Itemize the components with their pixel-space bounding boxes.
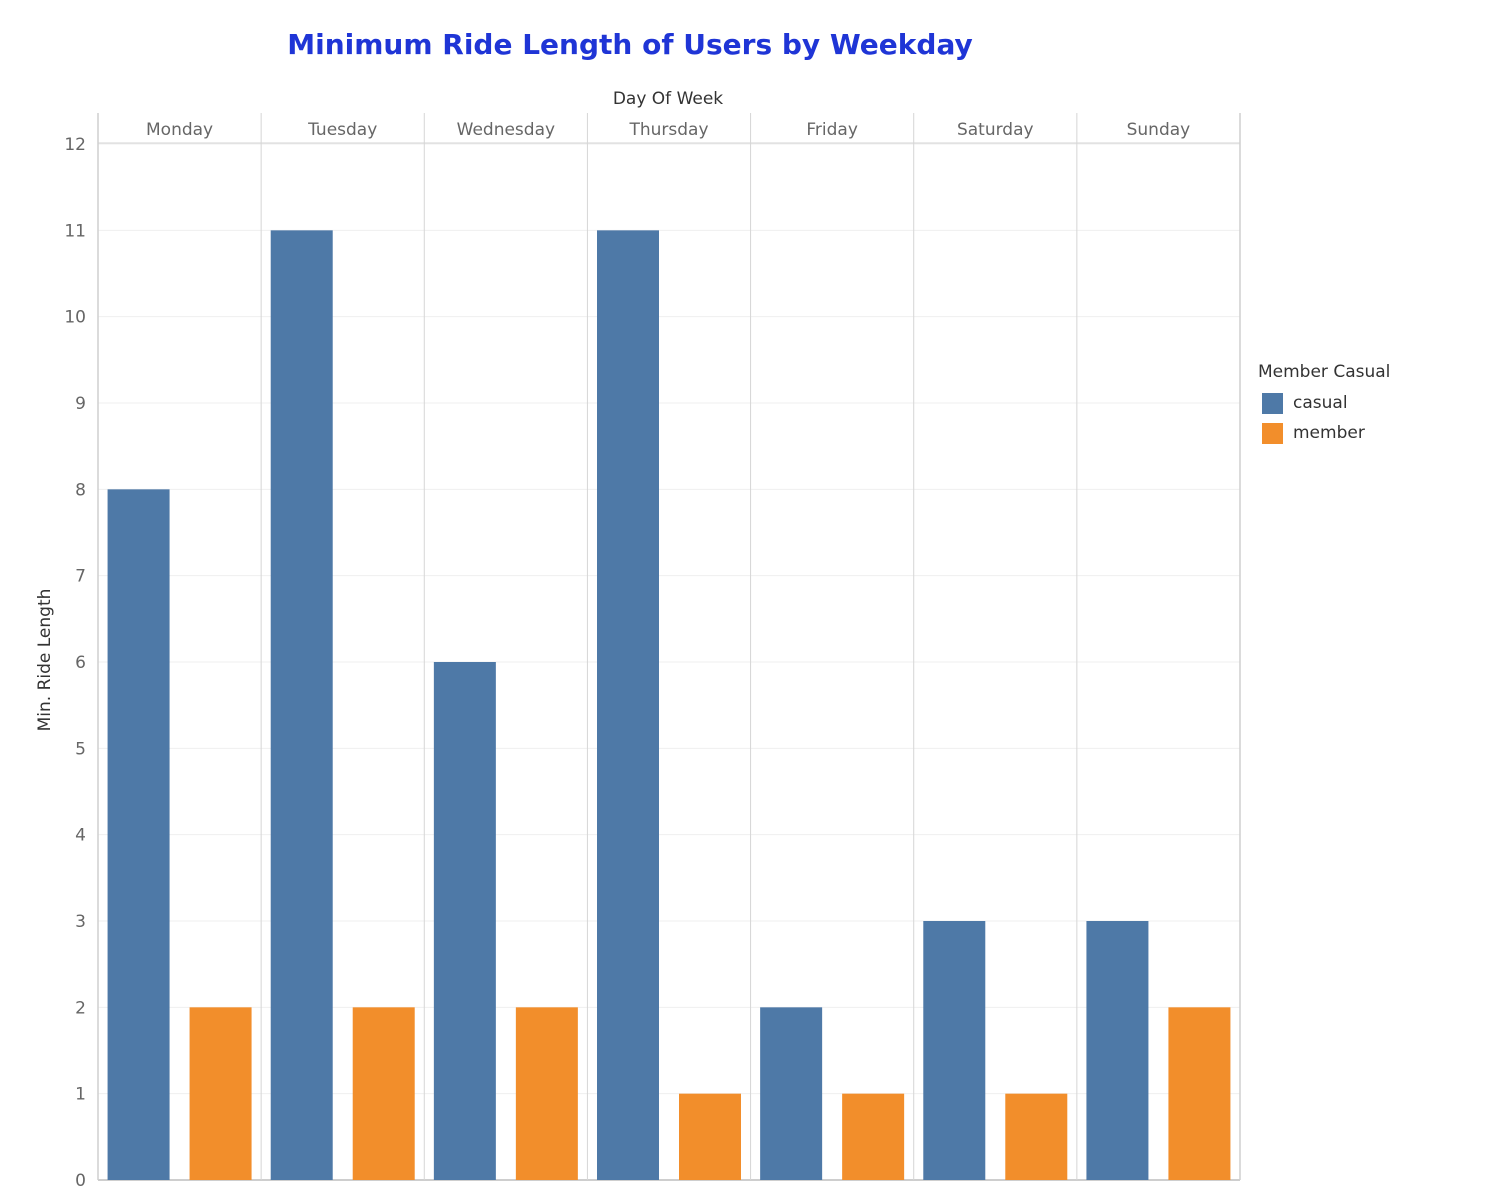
legend: Member Casual casual member [1258, 362, 1390, 448]
bar-casual-thursday [597, 230, 659, 1181]
bar-member-tuesday [352, 1007, 415, 1180]
legend-label-member: member [1293, 423, 1365, 443]
y-tick-label: 10 [64, 308, 86, 328]
y-tick-label: 0 [75, 1171, 86, 1191]
bar-member-wednesday [515, 1007, 578, 1180]
panel-dividers [97, 113, 1241, 1181]
legend-label-casual: casual [1293, 393, 1348, 413]
y-axis-label: Min. Ride Length [35, 589, 55, 732]
y-tick-label: 12 [64, 135, 86, 155]
y-tick-label: 11 [64, 221, 86, 241]
category-header: Saturday [957, 120, 1034, 140]
x-axis-label: Day Of Week [613, 89, 723, 109]
bar-casual-friday [760, 1007, 823, 1180]
y-tick-label: 2 [75, 998, 86, 1018]
bar-member-saturday [1005, 1093, 1068, 1180]
legend-swatch-casual [1262, 392, 1283, 414]
y-tick-label: 3 [75, 912, 86, 932]
y-tick-label: 6 [75, 653, 86, 673]
bars [107, 230, 1231, 1181]
legend-swatch-member [1262, 422, 1283, 444]
category-header: Monday [146, 120, 213, 140]
category-header: Friday [806, 120, 858, 140]
bar-member-monday [189, 1007, 252, 1180]
bar-casual-tuesday [270, 230, 333, 1181]
bar-member-friday [842, 1093, 905, 1180]
legend-item-member[interactable]: member [1258, 418, 1390, 448]
bar-member-sunday [1168, 1007, 1231, 1180]
x-category-headers: Monday Tuesday Wednesday Thursday Friday Satu… [146, 120, 1190, 140]
bar-casual-monday [107, 489, 170, 1180]
legend-item-casual[interactable]: casual [1258, 388, 1390, 418]
gridlines [98, 143, 1240, 1095]
y-tick-label: 9 [75, 394, 86, 414]
y-tick-label: 7 [75, 567, 86, 587]
y-tick-label: 4 [75, 826, 86, 846]
bar-casual-sunday [1086, 921, 1149, 1180]
category-header: Sunday [1127, 120, 1191, 140]
bar-member-thursday [679, 1093, 741, 1180]
category-header: Wednesday [457, 120, 555, 140]
y-tick-label: 5 [75, 739, 86, 759]
category-header: Thursday [628, 120, 708, 140]
category-header: Tuesday [307, 120, 377, 140]
bar-casual-saturday [923, 921, 986, 1180]
bar-casual-wednesday [433, 662, 496, 1180]
y-tick-label: 8 [75, 480, 86, 500]
chart-title: Minimum Ride Length of Users by Weekday [287, 28, 973, 61]
y-tick-label: 1 [75, 1085, 86, 1105]
legend-title: Member Casual [1258, 362, 1391, 382]
